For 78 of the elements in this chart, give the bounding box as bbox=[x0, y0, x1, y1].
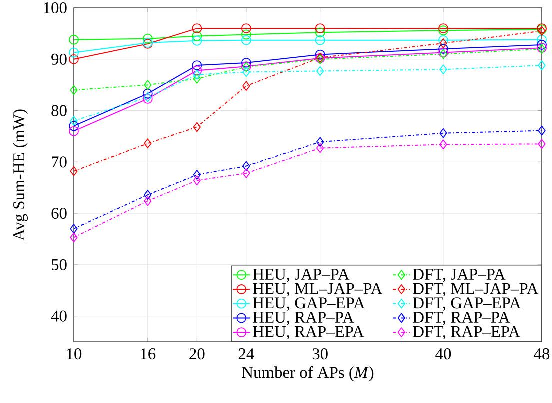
point bbox=[538, 126, 546, 136]
y-tick-label: 60 bbox=[52, 208, 67, 220]
point bbox=[69, 121, 79, 132]
point bbox=[315, 24, 326, 34]
point bbox=[241, 24, 252, 34]
x-tick-label: 24 bbox=[238, 348, 254, 360]
x-tick-label: 10 bbox=[67, 348, 82, 360]
point bbox=[192, 66, 202, 76]
point bbox=[315, 50, 326, 60]
y-tick-label: 50 bbox=[52, 259, 67, 270]
y-tick-label: 80 bbox=[52, 105, 67, 116]
point bbox=[241, 58, 252, 68]
legend-label: DFT, ML–JAP–PA bbox=[413, 283, 539, 297]
legend-label: DFT, GAP–EPA bbox=[413, 298, 522, 312]
point bbox=[316, 137, 324, 148]
point bbox=[193, 170, 201, 180]
x-axis-title: Number of APs (M) bbox=[242, 366, 374, 382]
y-axis-title: Avg Sum-HE (mW) bbox=[13, 110, 28, 241]
point bbox=[242, 168, 250, 178]
point bbox=[242, 67, 250, 78]
point bbox=[192, 36, 202, 46]
point bbox=[537, 40, 547, 50]
point bbox=[537, 34, 547, 45]
x-tick-label: 30 bbox=[312, 348, 328, 360]
point bbox=[70, 232, 78, 243]
point bbox=[192, 24, 202, 34]
point bbox=[142, 88, 153, 99]
point bbox=[315, 35, 326, 46]
y-tick-label: 90 bbox=[52, 54, 67, 65]
point bbox=[193, 74, 201, 84]
point bbox=[438, 35, 448, 46]
point bbox=[316, 143, 324, 154]
y-tick-label: 100 bbox=[44, 2, 67, 14]
point bbox=[241, 30, 252, 40]
point bbox=[70, 224, 78, 234]
x-tick-label: 40 bbox=[436, 348, 452, 360]
point bbox=[69, 34, 79, 45]
legend-label: DFT, RAP–PA bbox=[413, 312, 510, 326]
point bbox=[538, 139, 546, 150]
point bbox=[241, 35, 252, 46]
point bbox=[316, 66, 324, 76]
legend-label: HEU, GAP–EPA bbox=[253, 298, 366, 312]
point bbox=[70, 116, 78, 126]
x-tick-label: 48 bbox=[534, 348, 550, 360]
legend-label: HEU, RAP–EPA bbox=[253, 326, 364, 340]
point bbox=[440, 64, 448, 75]
point bbox=[142, 34, 153, 44]
point bbox=[144, 196, 152, 206]
point bbox=[70, 85, 78, 96]
x-tick-label: 20 bbox=[190, 348, 205, 360]
point bbox=[440, 128, 448, 138]
point bbox=[242, 81, 250, 92]
point bbox=[69, 54, 79, 64]
point bbox=[315, 28, 326, 38]
y-tick-label: 40 bbox=[51, 310, 67, 322]
legend-label: HEU, JAP–PA bbox=[253, 268, 350, 282]
point bbox=[440, 38, 448, 48]
point bbox=[193, 70, 201, 80]
legend-label: DFT, JAP–PA bbox=[413, 268, 506, 282]
point bbox=[242, 161, 250, 172]
point bbox=[192, 60, 202, 71]
legend-label: DFT, RAP–EPA bbox=[413, 326, 520, 340]
point bbox=[538, 60, 546, 71]
point bbox=[193, 176, 201, 186]
point bbox=[144, 190, 152, 200]
point bbox=[144, 138, 152, 149]
point bbox=[438, 44, 448, 54]
point bbox=[440, 140, 448, 150]
point bbox=[70, 166, 78, 176]
x-tick-label: 16 bbox=[141, 348, 156, 360]
point bbox=[69, 48, 79, 58]
point bbox=[193, 122, 201, 132]
legend-label: HEU, ML–JAP–PA bbox=[253, 283, 383, 297]
point bbox=[144, 80, 152, 90]
point bbox=[69, 126, 79, 136]
point bbox=[192, 31, 202, 42]
y-tick-label: 70 bbox=[52, 156, 67, 168]
legend-label: HEU, RAP–PA bbox=[253, 312, 354, 326]
